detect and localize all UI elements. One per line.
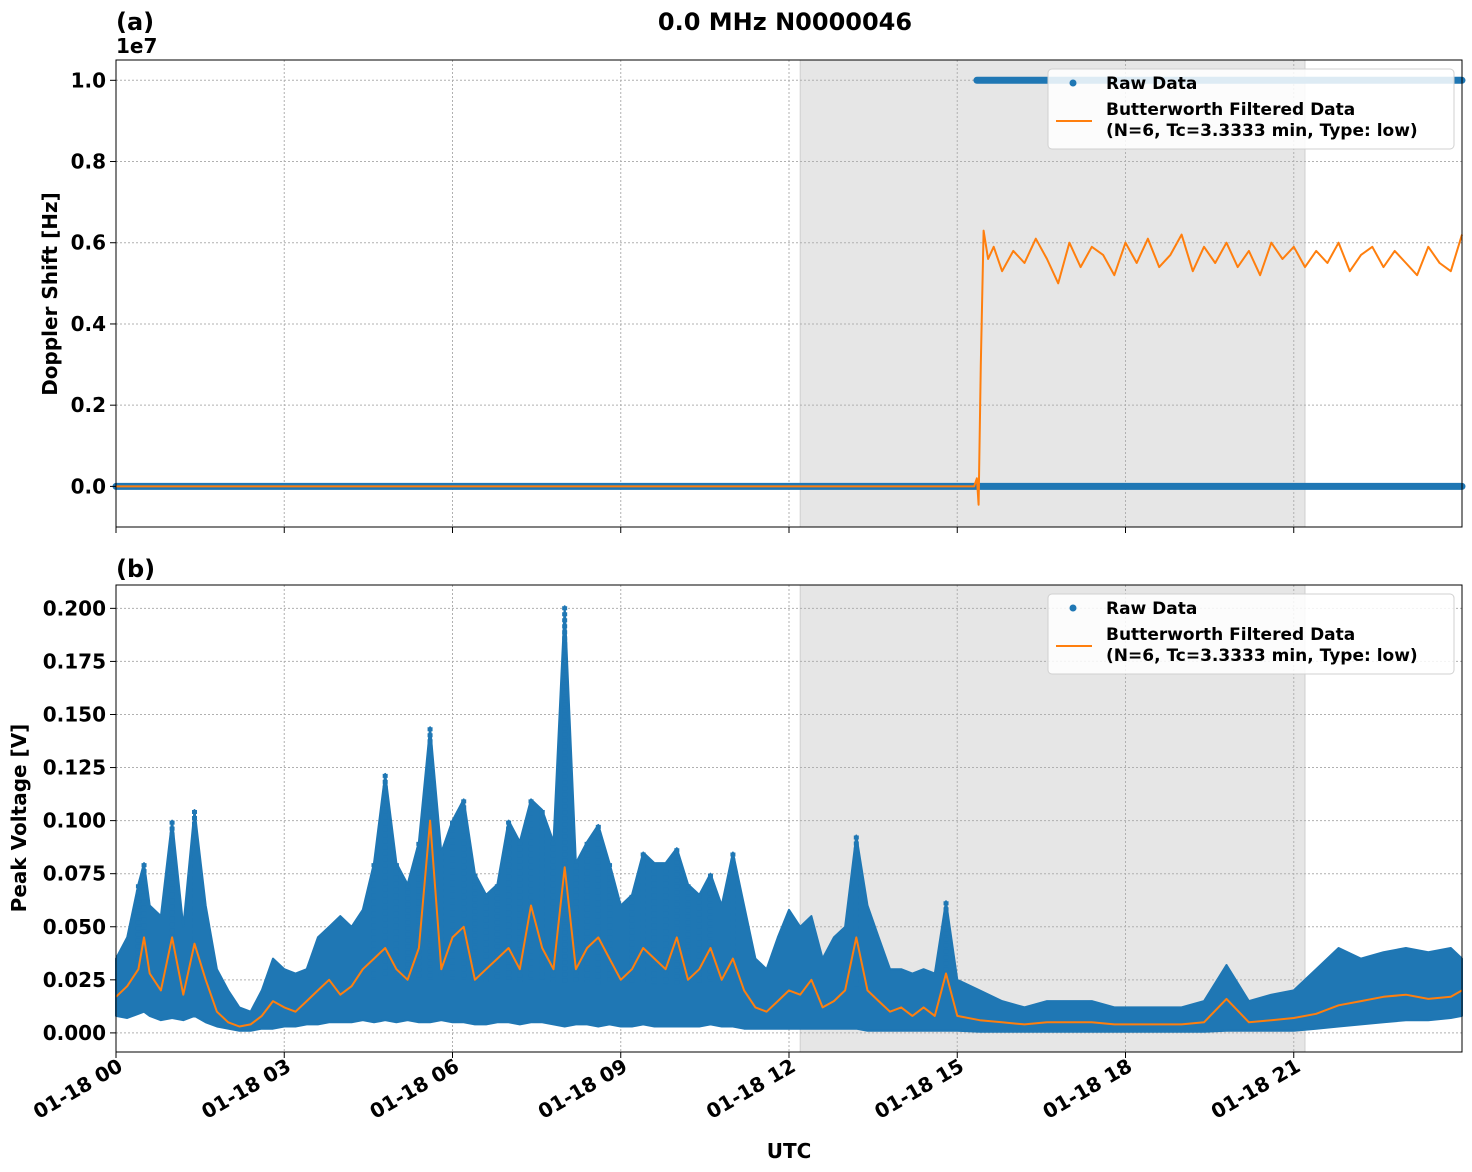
legend-box [1047, 68, 1455, 150]
offset-text-a: 1e7 [116, 34, 157, 58]
y-tick-label: 0.050 [43, 915, 106, 939]
legend-marker-raw [1069, 604, 1077, 612]
x-tick-label: 01-18 12 [702, 1054, 800, 1124]
y-tick-label: 0.200 [43, 596, 106, 620]
x-tick-label: 01-18 09 [534, 1054, 632, 1124]
y-tick-label: 0.175 [43, 649, 106, 673]
x-tick-label: 01-18 00 [29, 1054, 127, 1124]
ylabel-a: Doppler Shift [Hz] [38, 192, 62, 396]
filtered-data-line [115, 819, 1463, 1028]
legend-label-filtered: Butterworth Filtered Data (N=6, Tc=3.3333… [1106, 100, 1418, 141]
y-tick-label: 0.6 [71, 231, 106, 255]
y-tick-label: 0.100 [43, 809, 106, 833]
x-tick-label: 01-18 06 [365, 1054, 463, 1124]
ylabel-b: Peak Voltage [V] [7, 724, 31, 913]
figure-title: 0.0 MHz N0000046 [658, 8, 912, 36]
filtered-data-line [116, 229, 1463, 506]
legend-label-filtered: Butterworth Filtered Data (N=6, Tc=3.3333… [1106, 625, 1418, 666]
legend-label-raw: Raw Data [1106, 599, 1197, 619]
x-tick-label: 01-18 18 [1038, 1054, 1136, 1124]
y-tick-label: 0.0 [71, 474, 106, 498]
y-tick-label: 0.125 [43, 756, 106, 780]
panel-label-a: (a) [116, 8, 154, 36]
y-tick-label: 0.150 [43, 702, 106, 726]
x-tick-label: 01-18 21 [1207, 1054, 1305, 1124]
y-tick-label: 0.025 [43, 968, 106, 992]
legend-marker-raw [1069, 79, 1077, 87]
panel-doppler-shift: 0.0 0.2 0.4 0.6 0.8 1.0 (a) 1e7 Doppler Shift… [38, 8, 1466, 533]
x-tick-label: 01-18 03 [197, 1054, 295, 1124]
legend-a: Raw Data Butterworth Filtered Data (N=6, T… [1047, 68, 1455, 150]
y-tick-label: 0.075 [43, 862, 106, 886]
y-tick-label: 0.4 [71, 312, 106, 336]
y-tick-label: 0.2 [71, 393, 106, 417]
panel-peak-voltage: 0.000 0.025 0.050 0.075 0.100 0.125 0.150 0.175… [7, 555, 1463, 1124]
x-axis-label: UTC [767, 1139, 812, 1163]
y-tick-label: 0.000 [43, 1021, 106, 1045]
legend-box [1047, 593, 1455, 675]
panel-label-b: (b) [116, 555, 155, 583]
legend-label-raw: Raw Data [1106, 74, 1197, 94]
x-tick-label: 01-18 15 [870, 1054, 968, 1124]
y-tick-label: 0.8 [71, 150, 106, 174]
legend-b: Raw Data Butterworth Filtered Data (N=6, T… [1047, 593, 1455, 675]
y-tick-label: 1.0 [71, 68, 106, 92]
